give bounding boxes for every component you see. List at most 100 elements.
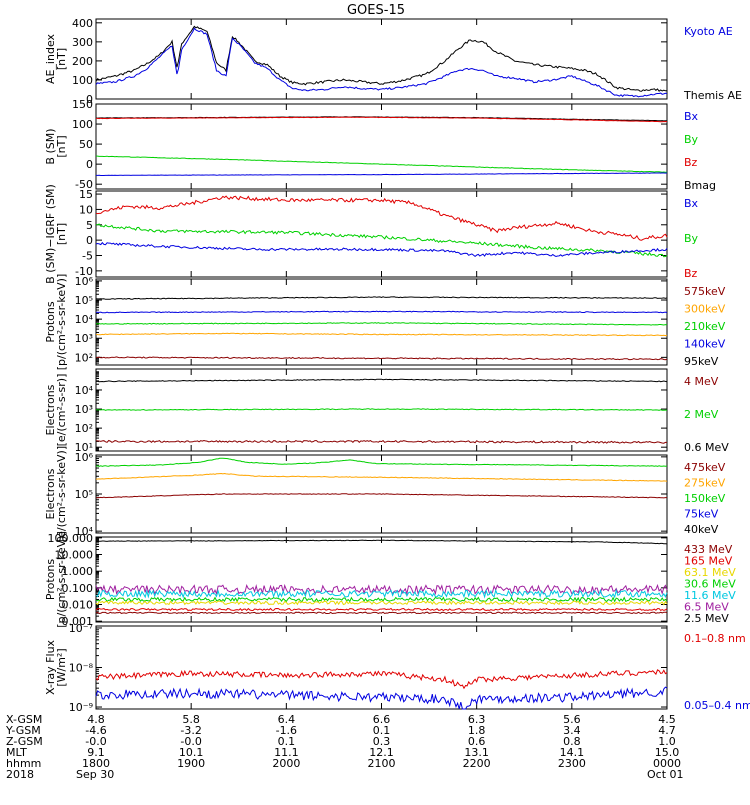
legend-entry: 63.1 MeV [684, 566, 736, 579]
legend-entry: 40keV [684, 523, 719, 536]
y-axis-label: AE_index [44, 33, 57, 84]
y-tick-label: 10² [75, 422, 93, 435]
time-axis-value: 3.4 [563, 724, 581, 737]
time-axis-row-label: 2018 [6, 768, 34, 781]
time-axis-value: 6.3 [468, 713, 486, 726]
time-axis-value: Oct 01 [647, 768, 684, 781]
series-line-63-1-mev [95, 600, 668, 606]
y-tick-label: 0.010 [62, 599, 94, 612]
panel-frame-db [95, 190, 668, 278]
y-axis-label: [e/(cm²-s-sr-keV)] [55, 446, 68, 542]
time-axis-value: -0.0 [85, 735, 106, 748]
series-line-575kev [95, 356, 668, 361]
series-line-bz [96, 116, 668, 123]
legend-entry: 433 MeV [684, 543, 733, 556]
legend-entry: Bx [684, 110, 699, 123]
series-line-bx [95, 241, 668, 258]
y-tick-label: 200 [72, 55, 93, 68]
legend-entry: 2.5 MeV [684, 612, 729, 625]
y-tick-label: 50 [79, 138, 93, 151]
time-axis-value: 12.1 [369, 746, 394, 759]
y-axis-label: [p/(cm²-s-sr-keV)] [55, 531, 68, 628]
time-axis-value: 2300 [558, 757, 586, 770]
time-axis-value: 5.8 [182, 713, 200, 726]
time-axis-value: 4.7 [658, 724, 676, 737]
y-tick-label: -5 [82, 250, 93, 263]
y-tick-label: 0 [86, 234, 93, 247]
series-line-2-mev [95, 408, 667, 411]
legend-entry: 75keV [684, 508, 719, 521]
legend-entry: Bz [684, 267, 698, 280]
time-axis-value: 0.8 [563, 735, 581, 748]
series-line-by [95, 223, 668, 258]
y-tick-label: 10.000 [55, 549, 94, 562]
time-axis-value: -1.6 [276, 724, 297, 737]
y-tick-label: 0 [86, 158, 93, 171]
time-axis-value: 4.8 [87, 713, 105, 726]
y-tick-label: 10 [79, 203, 93, 216]
time-axis-value: 6.6 [373, 713, 391, 726]
time-axis-value: 1800 [82, 757, 110, 770]
y-tick-label: 10⁻⁸ [69, 662, 94, 675]
series-line-0-6-mev [96, 378, 668, 383]
legend-entry: 165 MeV [684, 555, 733, 568]
y-tick-label: 400 [72, 17, 93, 30]
legend-entry: 4 MeV [684, 375, 719, 388]
y-tick-label: 0 [86, 93, 93, 106]
y-tick-label: 10⁴ [75, 313, 94, 326]
y-axis-label: B (SM) [44, 128, 57, 164]
legend-entry: 30.6 MeV [684, 578, 736, 591]
legend-entry: 0.05–0.4 nm [684, 699, 750, 712]
series-line-140kev [95, 310, 668, 314]
y-tick-label: 10² [75, 351, 93, 364]
y-tick-label: 10⁵ [75, 488, 93, 501]
y-tick-label: 10⁵ [75, 294, 93, 307]
y-axis-label: Electrons [44, 468, 57, 519]
y-tick-label: 10⁴ [75, 384, 94, 397]
y-axis-label: [nT] [55, 223, 68, 245]
time-axis-value: 0.1 [278, 735, 296, 748]
y-tick-label: 10⁻⁷ [69, 622, 93, 635]
y-tick-label: 0.100 [62, 582, 94, 595]
series-line-475kev [96, 493, 667, 499]
y-axis-label: B (SM)−IGRF (SM) [44, 184, 57, 284]
y-axis-label: [nT] [55, 135, 68, 157]
time-axis-value: 2200 [463, 757, 491, 770]
y-tick-label: 10⁶ [75, 275, 94, 288]
legend-entry: 95keV [684, 355, 719, 368]
legend-entry: 0.6 MeV [684, 441, 729, 454]
series-line-30-6-mev [95, 596, 668, 603]
y-tick-label: 0.001 [62, 615, 94, 628]
legend-entry: 475keV [684, 461, 726, 474]
y-axis-label: Protons [44, 301, 57, 342]
time-axis-value: 13.1 [464, 746, 489, 759]
y-tick-label: 5 [86, 219, 93, 232]
series-line-165-mev [95, 607, 668, 612]
time-axis-value: -3.2 [180, 724, 201, 737]
legend-entry: 2 MeV [684, 408, 719, 421]
y-tick-label: 10³ [75, 403, 93, 416]
time-axis-value: -4.6 [85, 724, 106, 737]
time-axis-row-label: MLT [6, 746, 27, 759]
legend-entry: 11.6 MeV [684, 589, 736, 602]
time-axis-value: 0000 [653, 757, 681, 770]
time-axis-value: 2000 [272, 757, 300, 770]
series-line-275kev [95, 472, 668, 482]
legend-entry: 300keV [684, 303, 726, 316]
chart-title: GOES-15 [347, 3, 405, 18]
legend-entry: By [684, 232, 699, 245]
series-line-300kev [95, 332, 668, 337]
panel-frame-protons [95, 278, 668, 366]
series-line-themis-ae [95, 25, 668, 92]
y-tick-label: 10⁴ [75, 525, 94, 538]
time-axis-value: 2100 [368, 757, 396, 770]
series-line-433-mev [95, 611, 668, 615]
series-line-150kev [95, 457, 668, 467]
legend-entry: 140keV [684, 338, 726, 351]
time-axis-value: 1.8 [468, 724, 486, 737]
y-axis-label: [W/m²] [55, 648, 68, 686]
time-axis-value: 4.5 [658, 713, 676, 726]
series-line-by [95, 155, 667, 173]
